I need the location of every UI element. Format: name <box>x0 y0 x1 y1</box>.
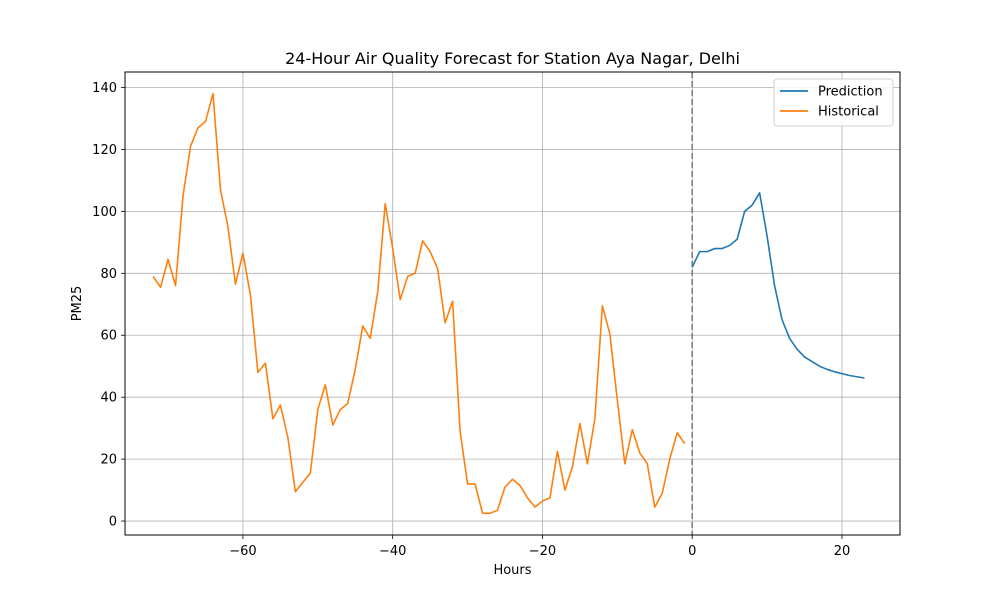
x-axis-ticks: −60 −40 −20 0 20 <box>229 535 850 559</box>
y-tick-label: 0 <box>109 515 117 530</box>
y-tick-label: 40 <box>100 391 117 406</box>
y-tick-label: 120 <box>92 143 117 158</box>
series-layer <box>152 92 865 515</box>
y-tick-label: 140 <box>92 81 117 96</box>
y-axis-ticks: 0 20 40 60 80 100 120 140 <box>92 81 125 530</box>
series-line-prediction <box>691 191 865 379</box>
legend-label: Prediction <box>818 85 883 100</box>
legend: Prediction Historical <box>773 78 894 127</box>
y-axis-label: PM25 <box>70 286 85 322</box>
x-tick-label: 20 <box>834 544 851 559</box>
chart-title: 24-Hour Air Quality Forecast for Station… <box>285 49 740 68</box>
x-axis-label: Hours <box>493 563 531 578</box>
y-tick-label: 100 <box>92 205 117 220</box>
y-tick-label: 20 <box>100 453 117 468</box>
plot-frame <box>124 71 901 536</box>
legend-label: Historical <box>818 105 879 120</box>
y-tick-label: 60 <box>100 329 117 344</box>
y-tick-label: 80 <box>100 267 117 282</box>
x-tick-label: −20 <box>529 544 556 559</box>
x-tick-label: 0 <box>688 544 696 559</box>
x-tick-label: −40 <box>379 544 406 559</box>
series-line-historical <box>152 92 686 515</box>
x-tick-label: −60 <box>229 544 256 559</box>
